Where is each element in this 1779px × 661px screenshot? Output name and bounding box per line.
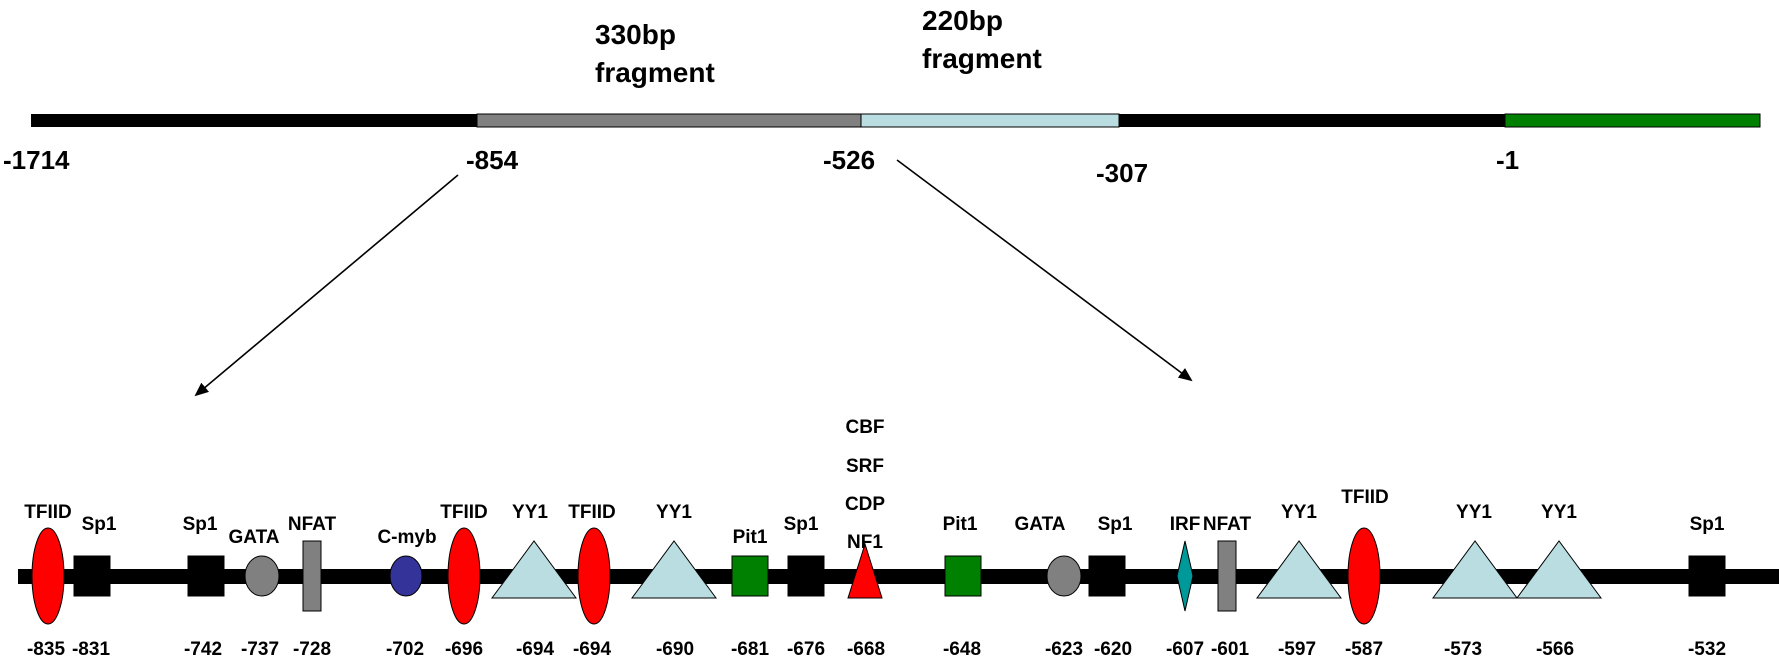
fragment-220-size: 220bp <box>922 5 1003 36</box>
site-17-diamond-marker <box>1176 540 1194 612</box>
site-9-label: TFIID <box>568 502 616 523</box>
fragment-220bp-bar <box>860 113 1120 128</box>
site-15-position: -623 <box>1045 639 1083 660</box>
coord-220-end: -307 <box>1096 158 1148 188</box>
site-5-label: NFAT <box>288 514 337 535</box>
detail-dna-line <box>18 569 1779 584</box>
site-1-position: -835 <box>27 639 65 660</box>
site-3-square-marker <box>187 555 225 597</box>
site-1-tfiid-ellipse <box>31 527 65 625</box>
site-22-label: YY1 <box>1541 502 1577 523</box>
zoom-arrow-left <box>194 174 459 397</box>
site-7-label: TFIID <box>440 502 488 523</box>
site-11-square-marker <box>731 555 769 597</box>
promoter-coordinates: -1714 -854 -526 -307 -1 <box>3 145 1519 188</box>
site-10-yy1-triangle <box>631 540 717 599</box>
site-18-label: NFAT <box>1203 514 1252 535</box>
promoter-map <box>31 113 1761 128</box>
site-15-oval-marker <box>1046 555 1082 597</box>
site-10-position: -690 <box>656 639 694 660</box>
site-17-position: -607 <box>1166 639 1204 660</box>
site-13-position: -668 <box>847 639 885 660</box>
coord-330-start: -854 <box>466 145 519 175</box>
site-2-position: -831 <box>72 639 110 660</box>
coord-tss: -1 <box>1496 145 1519 175</box>
site-19-label: YY1 <box>1281 502 1317 523</box>
site-22-position: -566 <box>1536 639 1574 660</box>
site-2-label: Sp1 <box>82 514 117 535</box>
site-13-small-triangle <box>847 542 883 599</box>
site-11-label: Pit1 <box>733 527 768 548</box>
site-22-yy1-triangle <box>1516 540 1602 599</box>
site-21-yy1-triangle <box>1432 540 1518 599</box>
fragment-220-word: fragment <box>922 43 1042 74</box>
site-1-label: TFIID <box>24 502 72 523</box>
site-6-label: C-myb <box>377 527 436 548</box>
site-7-position: -696 <box>445 639 483 660</box>
site-10-label: YY1 <box>656 502 692 523</box>
fragment-330-size: 330bp <box>595 19 676 50</box>
site-5-position: -728 <box>293 639 331 660</box>
site-7-tfiid-ellipse <box>447 527 481 625</box>
coord-start: -1714 <box>3 145 70 175</box>
site-5-bar-marker <box>302 540 322 612</box>
site-4-position: -737 <box>241 639 279 660</box>
site-15-label: GATA <box>1014 514 1065 535</box>
binding-sites: TFIID -835 Sp1 -831 Sp1 -742 GATA -737 NFAT -728 C… <box>24 417 1726 660</box>
zoom-arrows <box>194 159 1193 397</box>
site-23-position: -532 <box>1688 639 1726 660</box>
site-18-bar-marker <box>1217 540 1237 612</box>
site-21-label: YY1 <box>1456 502 1492 523</box>
fragment-330-word: fragment <box>595 57 715 88</box>
site-18-position: -601 <box>1211 639 1249 660</box>
site-3-position: -742 <box>184 639 222 660</box>
site-12-position: -676 <box>787 639 825 660</box>
site-8-label: YY1 <box>512 502 548 523</box>
site-13-multi-label: CBF SRF CDP NF1 <box>845 417 885 553</box>
site-6-circle-marker <box>389 555 423 597</box>
site-4-label: GATA <box>228 527 279 548</box>
site-14-position: -648 <box>943 639 981 660</box>
site-20-position: -587 <box>1345 639 1383 660</box>
site-20-tfiid-ellipse <box>1347 527 1381 625</box>
site-19-position: -597 <box>1278 639 1316 660</box>
site-8-position: -694 <box>516 639 554 660</box>
site-3-label: Sp1 <box>183 514 218 535</box>
site-21-position: -573 <box>1444 639 1482 660</box>
site-14-label: Pit1 <box>943 514 978 535</box>
site-19-yy1-triangle <box>1256 540 1342 599</box>
fragment-labels: 330bp fragment 220bp fragment <box>595 5 1042 88</box>
promoter-segment-upstream <box>31 114 477 127</box>
site-12-square-marker <box>787 555 825 597</box>
site-11-position: -681 <box>731 639 769 660</box>
coord-220-start: -526 <box>823 145 875 175</box>
site-16-label: Sp1 <box>1098 514 1133 535</box>
site-17-label: IRF <box>1170 514 1201 535</box>
site-8-yy1-triangle <box>491 540 577 599</box>
fragment-330bp-bar <box>476 113 862 128</box>
promoter-segment-proximal <box>1119 114 1505 127</box>
site-23-square-marker <box>1688 555 1726 597</box>
site-9-position: -694 <box>573 639 611 660</box>
site-23-label: Sp1 <box>1690 514 1725 535</box>
zoom-arrow-right <box>896 159 1193 382</box>
site-16-square-marker <box>1088 555 1126 597</box>
site-20-label: TFIID <box>1341 487 1389 508</box>
site-4-oval-marker <box>244 555 280 597</box>
site-16-position: -620 <box>1094 639 1132 660</box>
transcribed-region-bar <box>1504 113 1761 128</box>
site-2-square-marker <box>73 555 111 597</box>
site-6-position: -702 <box>386 639 424 660</box>
site-12-label: Sp1 <box>784 514 819 535</box>
site-9-tfiid-ellipse <box>577 527 611 625</box>
site-14-square-marker <box>944 555 982 597</box>
